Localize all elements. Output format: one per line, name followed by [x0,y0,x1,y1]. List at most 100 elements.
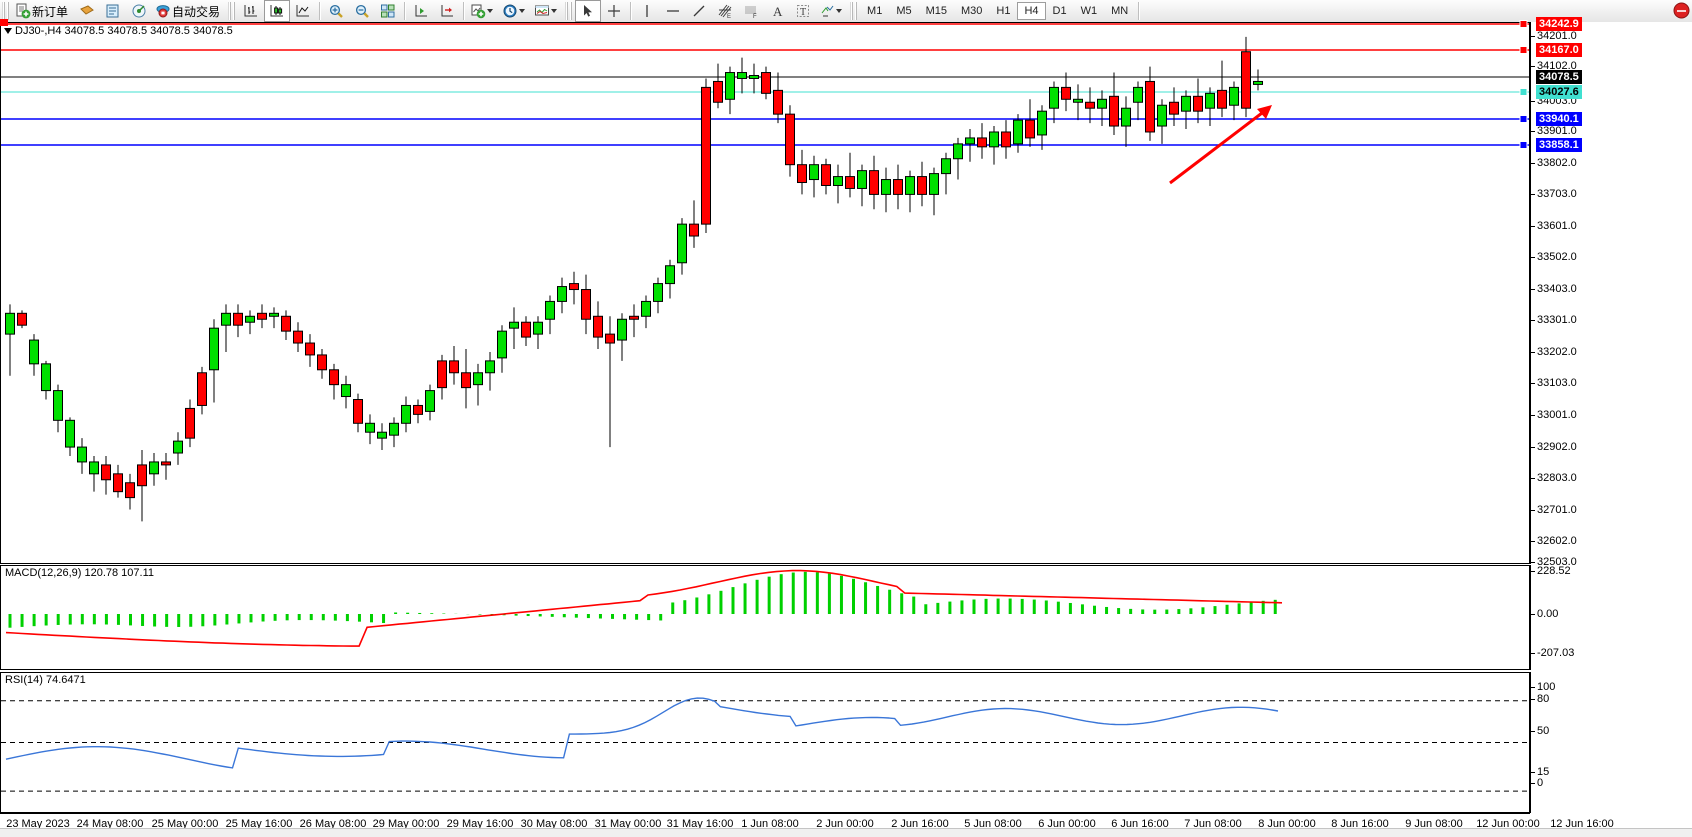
candle-body [425,390,435,412]
candle-body [1205,92,1215,109]
price-tick [1530,226,1535,227]
vertical-line-button[interactable] [634,0,660,22]
candle-body [53,390,63,421]
rsi-tick-label: 80 [1537,693,1550,705]
toolbar-grip-3[interactable] [565,2,574,20]
add-indicator-icon [471,4,486,19]
price-chart-pane[interactable] [0,22,1530,564]
bar-chart-button[interactable] [238,0,264,22]
market-watch-button[interactable] [100,0,126,22]
time-axis-label: 9 Jun 08:00 [1405,818,1463,830]
candlestick [641,295,651,329]
candle-body [533,321,543,335]
candlestick [1181,90,1191,130]
rsi-tick-label: 100 [1537,681,1556,693]
timeframe-m15[interactable]: M15 [925,5,947,17]
toolbar-grip[interactable] [2,2,10,20]
toolbar-grip-2[interactable] [228,2,237,20]
chart-close-marker[interactable] [0,19,8,26]
price-level-chip[interactable]: 34027.6 [1536,85,1582,99]
price-level-chip[interactable]: 34078.5 [1536,70,1582,84]
timeframe-h1[interactable]: H1 [996,5,1011,17]
price-level-chip[interactable]: 33940.1 [1536,112,1582,126]
zoom-in-button[interactable] [323,0,349,22]
candle-body [917,176,927,195]
level-line-handle[interactable] [1519,20,1528,28]
crosshair-button[interactable] [601,0,627,22]
svg-text:E: E [727,14,731,19]
price-scale[interactable]: 34201.0 34102.0 34003.0 33901.0 33802.0 33703… [1530,17,1692,568]
bullish-breakout-arrow[interactable] [1169,105,1272,185]
level-line-33858.1[interactable] [1,141,1529,149]
candle-body [305,342,315,356]
candle-body [1133,86,1143,103]
equidistant-channel-button[interactable]: E [712,0,738,22]
cursor-button[interactable] [575,0,602,22]
macd-pane[interactable] [0,565,1530,670]
line-chart-button[interactable] [290,0,316,22]
drawing-tools-dropdown-arrow[interactable] [836,9,843,13]
price-level-chip[interactable]: 34242.9 [1536,17,1582,31]
level-line-handle[interactable] [1519,115,1528,123]
level-line-33940.1[interactable] [1,115,1529,123]
chart-menu-arrow-icon[interactable] [4,28,12,35]
auto-scroll-button[interactable] [408,0,434,22]
candle-body [77,446,87,463]
candle-body [941,158,951,175]
candle-body [185,407,195,439]
time-axis-label: 8 Jun 00:00 [1258,818,1316,830]
add-indicator-button[interactable] [467,0,499,22]
templates-button[interactable] [531,0,563,22]
price-level-chip[interactable]: 33858.1 [1536,138,1582,152]
candlestick [965,129,975,162]
expert-advisors-button[interactable]: 自动交易 [152,0,226,22]
candlestick [845,152,855,198]
timeframe-h4[interactable]: H4 [1017,2,1046,20]
level-line-handle[interactable] [1519,46,1528,54]
profiles-button[interactable] [74,0,100,22]
connection-status-button[interactable] [1673,2,1690,19]
drawing-tools-icon [821,5,834,17]
chart-shift-button[interactable] [434,0,460,22]
candlestick [401,396,411,433]
templates-dropdown-arrow[interactable] [551,9,558,13]
level-line-handle[interactable] [1519,141,1528,149]
horizontal-line-button[interactable] [660,0,686,22]
timeframe-d1[interactable]: D1 [1052,5,1067,17]
timeframe-m30[interactable]: M30 [961,5,983,17]
tile-windows-button[interactable] [375,0,401,22]
level-line-34242.9[interactable] [1,20,1529,28]
price-tick [1530,383,1535,384]
add-indicator-dropdown-arrow[interactable] [487,9,494,13]
timeframe-m1[interactable]: M1 [867,5,883,17]
zoom-out-button[interactable] [349,0,375,22]
level-line-handle[interactable] [1519,88,1528,96]
timeframe-w1[interactable]: W1 [1080,5,1098,17]
level-line-34167.0[interactable] [1,46,1529,54]
candle-body [1037,110,1047,136]
auto-scroll-icon [415,5,428,17]
text-label-button[interactable]: T [790,0,816,22]
fibonacci-button[interactable]: F [738,0,764,22]
period-dropdown-arrow[interactable] [519,9,526,13]
candle-body [1181,95,1191,112]
new-order-button[interactable]: 新订单 [12,0,74,22]
timeframe-mn[interactable]: MN [1111,5,1129,17]
drawing-tools-button[interactable] [816,0,848,22]
price-tick-label: 32803.0 [1537,472,1577,484]
price-tick [1530,194,1535,195]
navigator-button[interactable] [126,0,152,22]
text-button[interactable]: A [764,0,790,22]
period-button[interactable] [499,0,531,22]
price-tick [1530,541,1535,542]
candlestick [1169,87,1179,127]
trendline-button[interactable] [686,0,712,22]
candlestick-chart-button[interactable] [264,0,291,22]
price-level-chip[interactable]: 34167.0 [1536,43,1582,57]
candle-body [869,170,879,195]
macd-scale: 228.52 0.00 -207.03 [1530,565,1692,670]
candlestick [1013,114,1023,153]
macd-tick-label: 228.52 [1537,565,1571,577]
toolbar-grip-4[interactable] [850,2,859,20]
timeframe-m5[interactable]: M5 [896,5,912,17]
